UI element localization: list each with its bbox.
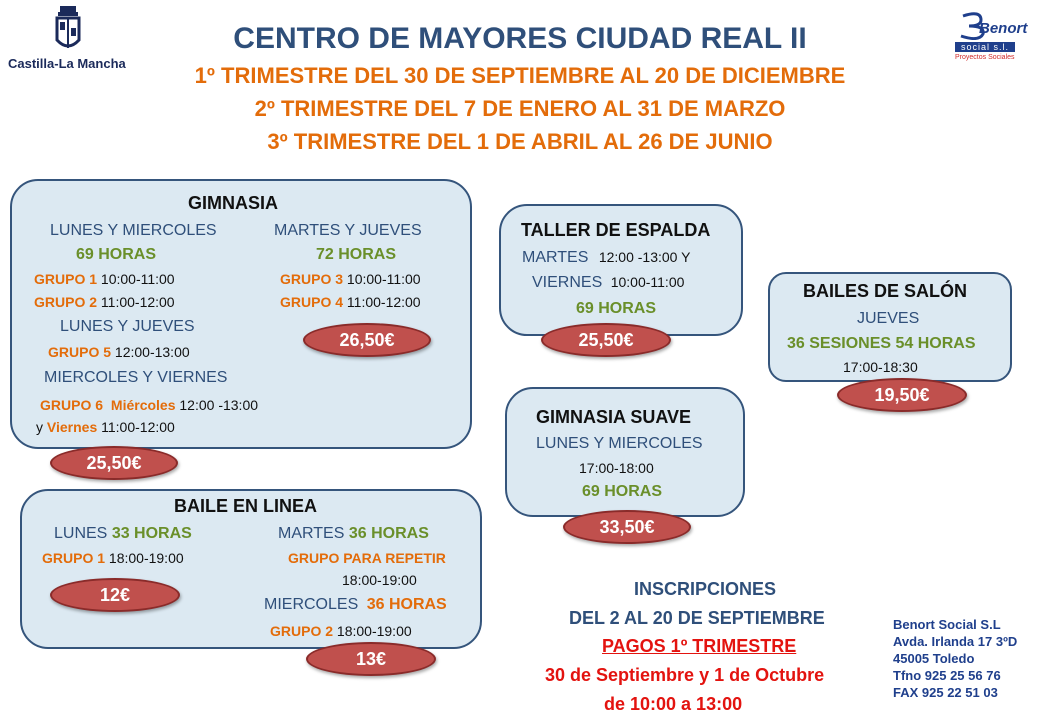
baile-price-13: 13€ bbox=[306, 642, 436, 676]
grupo-6-y: y bbox=[36, 419, 43, 435]
inscripciones-title: INSCRIPCIONES bbox=[634, 579, 777, 599]
pagos-title: PAGOS 1º TRIMESTRE bbox=[602, 636, 797, 656]
grupo-6-row2: y Viernes 11:00-12:00 bbox=[36, 419, 175, 435]
grupo-4-label: GRUPO 4 bbox=[280, 294, 344, 310]
baile-price-12: 12€ bbox=[50, 578, 180, 612]
baile-grupo-2-time: 18:00-19:00 bbox=[336, 623, 412, 639]
baile-grupo-1-label: GRUPO 1 bbox=[42, 550, 106, 566]
grupo-2-label: GRUPO 2 bbox=[34, 294, 98, 310]
baile-grupo-2-label: GRUPO 2 bbox=[270, 623, 334, 639]
salon-price: 19,50€ bbox=[837, 378, 967, 412]
grupo-5-row: GRUPO 5 12:00-13:00 bbox=[48, 344, 190, 360]
grupo-3-label: GRUPO 3 bbox=[280, 271, 344, 287]
suave-hours: 69 HORAS bbox=[582, 483, 663, 500]
salon-time: 17:00-18:30 bbox=[843, 359, 918, 375]
gimnasia-title: GIMNASIA bbox=[188, 193, 278, 213]
grupo-6-day1: Miércoles bbox=[110, 397, 176, 413]
espalda-title: TALLER DE ESPALDA bbox=[521, 220, 711, 240]
baile-lunes: LUNES bbox=[54, 525, 108, 542]
suave-box bbox=[505, 387, 745, 517]
baile-martes-hours: 36 HORAS bbox=[348, 525, 429, 542]
miercoles-viernes-days: MIERCOLES Y VIERNES bbox=[44, 369, 228, 386]
grupo-3-row: GRUPO 3 10:00-11:00 bbox=[280, 271, 421, 287]
espalda-viernes-row: VIERNES 10:00-11:00 bbox=[532, 274, 684, 292]
baile-miercoles: MIERCOLES bbox=[264, 596, 359, 613]
grupo-6-time2: 11:00-12:00 bbox=[101, 419, 175, 435]
brand-tag: Proyectos Sociales bbox=[955, 54, 1015, 61]
grupo-6-label: GRUPO 6 bbox=[40, 397, 104, 413]
benort-mark-icon bbox=[960, 12, 985, 40]
grupo-6-time1: 12:00 -13:00 bbox=[179, 397, 259, 413]
baile-linea-title: BAILE EN LINEA bbox=[174, 496, 318, 516]
salon-sessions: 36 SESIONES 54 HORAS bbox=[787, 335, 976, 352]
baile-miercoles-row: MIERCOLES 36 HORAS bbox=[264, 596, 447, 614]
page-title: CENTRO DE MAYORES CIUDAD REAL II bbox=[233, 22, 807, 55]
espalda-price: 25,50€ bbox=[541, 323, 671, 357]
espalda-box bbox=[499, 204, 743, 336]
suave-price: 33,50€ bbox=[563, 510, 691, 544]
pagos-dates: 30 de Septiembre y 1 de Octubre bbox=[545, 665, 825, 685]
gimnasia-price-25: 25,50€ bbox=[50, 446, 178, 480]
grupo-1-row: GRUPO 1 10:00-11:00 bbox=[34, 271, 175, 287]
grupo-repetir: GRUPO PARA REPETIR bbox=[288, 550, 446, 566]
espalda-martes-row: MARTES 12:00 -13:00 Y bbox=[522, 249, 690, 267]
contact-phone: Tfno 925 25 56 76 bbox=[893, 668, 1001, 683]
grupo-3-time: 10:00-11:00 bbox=[346, 271, 421, 287]
inscripciones-dates: DEL 2 AL 20 DE SEPTIEMBRE bbox=[569, 608, 825, 628]
contact-fax: FAX 925 22 51 03 bbox=[893, 685, 998, 700]
baile-lunes-row: LUNES 33 HORAS bbox=[54, 525, 192, 543]
grupo-2-time: 11:00-12:00 bbox=[100, 294, 175, 310]
coat-of-arms-icon bbox=[55, 6, 81, 48]
espalda-martes: MARTES bbox=[522, 249, 589, 266]
baile-lunes-hours: 33 HORAS bbox=[111, 525, 192, 542]
gimnasia-col2-days: MARTES Y JUEVES bbox=[274, 222, 422, 239]
espalda-viernes: VIERNES bbox=[532, 274, 603, 291]
logo-text: Castilla-La Mancha bbox=[8, 56, 126, 71]
baile-grupo-1-time: 18:00-19:00 bbox=[108, 550, 184, 566]
lunes-jueves-days: LUNES Y JUEVES bbox=[60, 318, 195, 335]
grupo-repetir-time: 18:00-19:00 bbox=[342, 572, 417, 588]
grupo-2-row: GRUPO 2 11:00-12:00 bbox=[34, 294, 175, 310]
espalda-viernes-time: 10:00-11:00 bbox=[610, 274, 685, 290]
contact-address: Avda. Irlanda 17 3ºD bbox=[893, 634, 1018, 649]
suave-title: GIMNASIA SUAVE bbox=[536, 407, 692, 427]
gimnasia-price-26: 26,50€ bbox=[303, 323, 431, 357]
grupo-4-time: 11:00-12:00 bbox=[346, 294, 421, 310]
baile-grupo-2-row: GRUPO 2 18:00-19:00 bbox=[270, 623, 412, 639]
grupo-5-label: GRUPO 5 bbox=[48, 344, 112, 360]
trimestre-3: 3º TRIMESTRE DEL 1 DE ABRIL AL 26 DE JUN… bbox=[267, 129, 773, 154]
contact-city: 45005 Toledo bbox=[893, 651, 975, 666]
gimnasia-box bbox=[10, 179, 472, 449]
trimestre-2: 2º TRIMESTRE DEL 7 DE ENERO AL 31 DE MAR… bbox=[254, 96, 786, 121]
trimestre-1: 1º TRIMESTRE DEL 30 DE SEPTIEMBRE AL 20 … bbox=[194, 63, 846, 88]
gimnasia-col2-hours: 72 HORAS bbox=[316, 246, 397, 263]
grupo-6-row: GRUPO 6 Miércoles 12:00 -13:00 bbox=[40, 397, 258, 413]
gimnasia-col1-hours: 69 HORAS bbox=[76, 246, 157, 263]
suave-days: LUNES Y MIERCOLES bbox=[536, 435, 703, 452]
grupo-6-day2: Viernes bbox=[46, 419, 98, 435]
benort-logo: Benort social s.l. Proyectos Sociales bbox=[945, 12, 1035, 64]
grupo-1-label: GRUPO 1 bbox=[34, 271, 98, 287]
salon-box bbox=[768, 272, 1012, 382]
baile-grupo-1-row: GRUPO 1 18:00-19:00 bbox=[42, 550, 184, 566]
suave-time: 17:00-18:00 bbox=[579, 460, 654, 476]
baile-martes: MARTES bbox=[278, 525, 345, 542]
baile-miercoles-hours: 36 HORAS bbox=[366, 596, 447, 613]
grupo-1-time: 10:00-11:00 bbox=[100, 271, 175, 287]
contact-company: Benort Social S.L bbox=[893, 617, 1001, 632]
pagos-time: de 10:00 a 13:00 bbox=[604, 694, 743, 714]
espalda-hours: 69 HORAS bbox=[576, 300, 657, 317]
gimnasia-col1-days: LUNES Y MIERCOLES bbox=[50, 222, 217, 239]
salon-days: JUEVES bbox=[857, 310, 920, 327]
baile-martes-row: MARTES 36 HORAS bbox=[278, 525, 429, 543]
espalda-martes-time: 12:00 -13:00 Y bbox=[598, 249, 691, 265]
baile-linea-box bbox=[20, 489, 482, 649]
brand-sub: social s.l. bbox=[955, 42, 1016, 52]
salon-title: BAILES DE SALÓN bbox=[803, 281, 968, 301]
grupo-4-row: GRUPO 4 11:00-12:00 bbox=[280, 294, 421, 310]
castilla-la-mancha-logo: Castilla-La Mancha bbox=[8, 4, 126, 74]
brand-name: Benort bbox=[979, 20, 1028, 37]
grupo-5-time: 12:00-13:00 bbox=[114, 344, 190, 360]
